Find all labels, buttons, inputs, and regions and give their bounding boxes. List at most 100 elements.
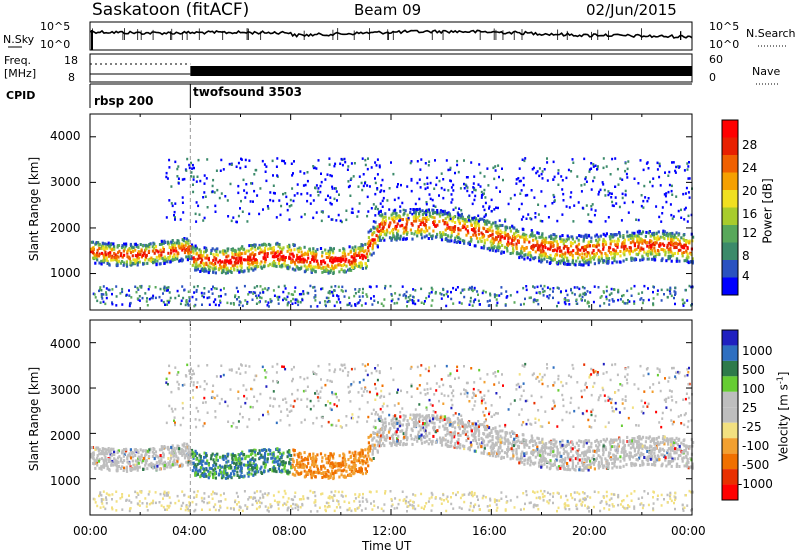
power-cell-upper — [447, 189, 450, 192]
power-cell — [508, 226, 512, 230]
power-cell — [178, 246, 181, 250]
power-cell-near — [365, 293, 368, 296]
power-cell-near — [337, 295, 340, 298]
power-cell — [521, 245, 524, 249]
power-cell — [564, 255, 567, 259]
power-cell — [431, 211, 435, 215]
power-cell — [610, 252, 613, 256]
power-cell — [303, 264, 306, 268]
power-cell — [664, 253, 667, 257]
power-cell-upper — [585, 204, 588, 207]
power-cell-near — [333, 289, 336, 292]
velocity-cell — [225, 456, 228, 460]
power-cell — [667, 247, 671, 251]
power-cell — [184, 243, 187, 247]
power-cell-upper — [286, 208, 289, 212]
velocity-cell — [186, 463, 189, 467]
power-cell-near — [423, 302, 425, 305]
power-cell — [367, 249, 370, 253]
power-cell-near — [185, 301, 188, 304]
velocity-cell — [503, 451, 507, 455]
power-cell-near — [208, 296, 211, 299]
power-cell-near — [313, 285, 316, 289]
power-cell — [427, 218, 430, 221]
power-cell — [233, 260, 236, 264]
power-cell-upper — [544, 204, 547, 208]
power-cell — [271, 264, 274, 268]
power-cell — [555, 253, 558, 257]
power-cell — [491, 236, 494, 240]
power-cell-near — [165, 289, 168, 292]
power-cell-upper — [583, 183, 586, 186]
velocity-cell — [569, 468, 572, 472]
power-cell-near — [246, 300, 249, 304]
power-cell — [148, 249, 151, 253]
velocity-cell — [474, 439, 477, 443]
power-cell — [151, 245, 154, 249]
power-cell-upper — [271, 159, 274, 163]
power-cell — [443, 209, 447, 213]
power-cell — [113, 251, 116, 255]
velocity-cell — [132, 455, 135, 459]
velocity-cell — [205, 452, 208, 456]
velocity-cell — [482, 451, 485, 455]
velocity-cell — [327, 475, 330, 479]
power-cell-near — [362, 287, 364, 291]
velocity-cell — [658, 449, 661, 453]
power-cell — [108, 254, 111, 258]
power-cell — [205, 269, 208, 273]
power-cell — [501, 244, 504, 247]
power-cell-near — [673, 296, 675, 300]
power-cell-near — [573, 293, 576, 296]
power-cell-upper — [684, 192, 687, 195]
power-cell — [376, 245, 379, 249]
power-cell-near — [267, 287, 270, 290]
power-cell-near — [130, 296, 133, 299]
velocity-cell — [626, 440, 629, 443]
power-cell — [371, 246, 374, 249]
power-cell — [98, 242, 101, 246]
power-cell — [566, 256, 569, 260]
power-cell — [467, 241, 470, 245]
power-cell — [544, 252, 547, 256]
power-cell — [438, 220, 441, 224]
velocity-cell — [446, 420, 449, 424]
power-cell — [168, 246, 171, 249]
power-cell-near — [291, 302, 294, 305]
power-cell-upper — [468, 194, 471, 197]
power-cell — [638, 230, 641, 233]
power-cell — [312, 252, 315, 256]
power-cell-near — [211, 292, 214, 295]
power-cell-near — [557, 287, 560, 290]
power-cell — [440, 238, 444, 242]
power-cell — [336, 259, 339, 263]
power-cell — [575, 245, 578, 249]
power-cell — [180, 244, 183, 248]
power-cell — [125, 242, 128, 246]
power-cell-upper — [239, 207, 241, 210]
power-cell — [533, 234, 536, 238]
power-cell — [620, 245, 623, 249]
velocity-cell — [278, 469, 281, 473]
power-cell-near — [163, 289, 166, 292]
power-cell-near — [461, 288, 464, 292]
velocity-cell — [146, 467, 149, 471]
velocity-cell — [257, 452, 260, 456]
velocity-cell — [605, 462, 608, 466]
power-cell — [689, 260, 692, 264]
power-cell — [367, 240, 370, 244]
power-cell-near — [674, 293, 676, 296]
velocity-cell — [353, 459, 356, 462]
power-cell — [654, 251, 657, 255]
power-cell — [612, 233, 615, 237]
power-cell — [238, 248, 241, 252]
power-cell — [686, 257, 689, 261]
power-cell-near — [468, 286, 471, 290]
power-cell — [630, 234, 633, 238]
velocity-cell — [609, 442, 612, 446]
velocity-cell — [431, 414, 434, 418]
velocity-cell — [196, 472, 200, 476]
velocity-cell — [636, 435, 639, 439]
power-cell-near — [394, 292, 397, 295]
power-cell-near — [686, 299, 689, 302]
